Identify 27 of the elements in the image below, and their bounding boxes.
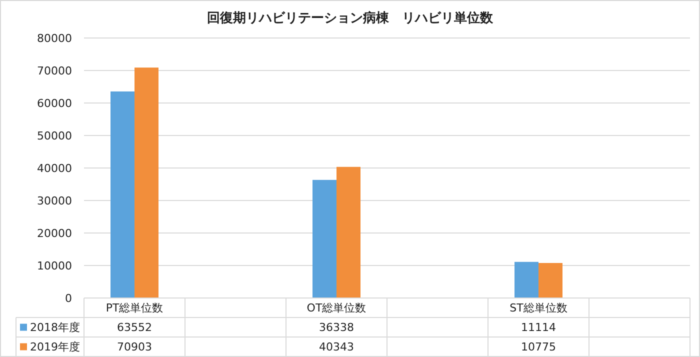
x-tick-label: ST総単位数 [510, 302, 568, 315]
data-label: 36338 [319, 321, 354, 334]
x-tick-label: PT総単位数 [106, 302, 164, 315]
y-tick-label: 70000 [37, 64, 72, 78]
legend-label: 2018年度 [30, 321, 80, 334]
data-label: 63552 [117, 321, 152, 334]
y-tick-label: 80000 [37, 32, 72, 45]
bar [110, 91, 134, 298]
y-tick-label: 60000 [37, 96, 72, 110]
bar [538, 262, 562, 298]
y-tick-label: 20000 [37, 226, 72, 240]
y-tick-label: 30000 [37, 194, 72, 208]
bar [336, 166, 360, 298]
chart-title: 回復期リハビリテーション病棟 リハビリ単位数 [207, 10, 494, 26]
data-label: 10775 [521, 340, 556, 354]
legend-label: 2019年度 [30, 340, 80, 354]
bar [134, 68, 158, 298]
y-tick-label: 40000 [37, 162, 72, 175]
y-tick-label: 10000 [37, 259, 72, 272]
data-label: 11114 [521, 321, 556, 334]
x-tick-label: OT総単位数 [306, 302, 366, 315]
y-tick-label: 50000 [37, 129, 72, 142]
bar [312, 180, 336, 298]
bar [514, 262, 538, 298]
y-tick-label: 0 [65, 292, 72, 305]
data-label: 70903 [117, 340, 152, 354]
data-label: 40343 [319, 340, 354, 354]
